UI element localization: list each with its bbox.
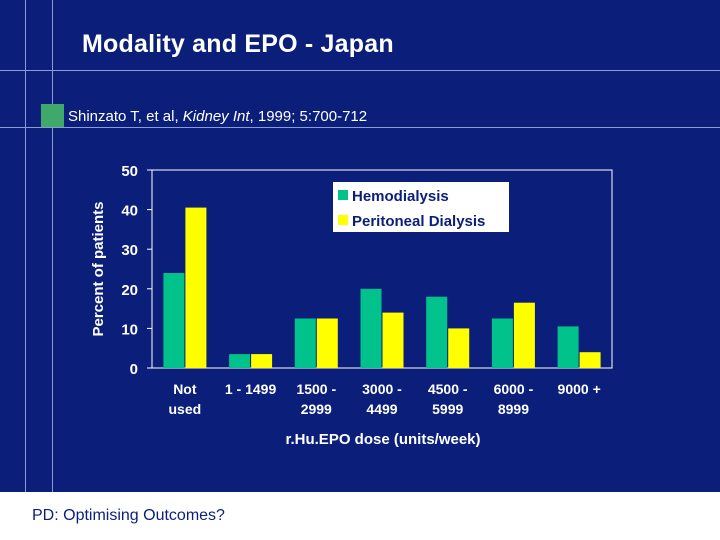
y-tick-label-3: 30 (121, 242, 138, 259)
x-tick-label-2: 1500 - 2999 (296, 381, 336, 417)
y-axis-label: Percent of patients (90, 201, 107, 336)
x-tick-label-line: 8999 (498, 401, 529, 417)
x-tick-label-line: 6000 - (494, 381, 534, 397)
x-tick-label-line: 4499 (366, 401, 397, 417)
bar-hemodialysis-4 (426, 296, 448, 368)
bar-peritoneal-6 (579, 352, 601, 368)
citation-suffix: , 1999; 5:700-712 (249, 108, 368, 125)
x-tick-label-3: 3000 - 4499 (362, 381, 402, 417)
citation-journal: Kidney Int (182, 108, 250, 125)
bar-peritoneal-3 (382, 312, 404, 368)
legend-swatch-peritoneal (338, 215, 348, 225)
legend-box (333, 182, 509, 232)
bar-peritoneal-2 (316, 318, 338, 368)
citation: Shinzato T, et al, Kidney Int, 1999; 5:7… (68, 108, 367, 125)
bar-hemodialysis-6 (557, 326, 579, 368)
bar-peritoneal-4 (448, 328, 470, 368)
bar-hemodialysis-2 (294, 318, 316, 368)
footer-bar (0, 492, 720, 540)
decor-vertical-line-2 (52, 0, 53, 492)
bar-chart: 0 10 20 30 40 50 Not used 1 - 1499 1500 - 2999 300… (90, 163, 613, 448)
legend-swatch-hemodialysis (338, 190, 348, 200)
y-tick-label-1: 10 (121, 321, 138, 338)
bar-hemodialysis-5 (491, 318, 513, 368)
x-tick-label-line: used (169, 401, 202, 417)
bar-hemodialysis-0 (163, 273, 185, 368)
x-tick-label-1: 1 - 1499 (225, 381, 277, 397)
decor-vertical-line-1 (25, 0, 26, 492)
y-tick-label-4: 40 (121, 203, 138, 220)
decor-horizontal-line-2 (0, 127, 720, 128)
x-tick-label-line: 4500 - (428, 381, 468, 397)
x-tick-label-line: 5999 (432, 401, 463, 417)
y-tick-label-5: 50 (121, 163, 138, 180)
bar-hemodialysis-1 (229, 354, 251, 368)
bar-hemodialysis-3 (360, 288, 382, 368)
x-tick-label-line: 3000 - (362, 381, 402, 397)
x-tick-label-line: 2999 (301, 401, 332, 417)
x-tick-label-4: 4500 - 5999 (428, 381, 468, 417)
x-tick-label-6: 9000 + (558, 381, 601, 397)
x-axis-label: r.Hu.EPO dose (units/week) (285, 431, 480, 448)
legend: Hemodialysis Peritoneal Dialysis (333, 182, 509, 232)
footer-text: PD: Optimising Outcomes? (32, 507, 225, 524)
accent-square (41, 104, 64, 127)
x-tick-label-line: 1 - 1499 (225, 381, 277, 397)
x-tick-label-line: 9000 + (558, 381, 601, 397)
x-tick-label-line: 1500 - (296, 381, 336, 397)
y-tick-label-0: 0 (130, 361, 138, 378)
bar-peritoneal-1 (251, 354, 273, 368)
citation-prefix: Shinzato T, et al, (68, 108, 183, 125)
y-tick-label-2: 20 (121, 282, 138, 299)
x-tick-label-5: 6000 - 8999 (494, 381, 534, 417)
x-tick-label-line: Not (173, 381, 197, 397)
x-tick-label-0: Not used (169, 381, 202, 417)
legend-label-hemodialysis: Hemodialysis (352, 188, 449, 205)
bar-peritoneal-0 (185, 207, 207, 368)
slide-title: Modality and EPO - Japan (82, 30, 394, 58)
decor-horizontal-line-1 (0, 70, 720, 71)
bar-peritoneal-5 (513, 302, 535, 368)
legend-label-peritoneal: Peritoneal Dialysis (352, 213, 485, 230)
